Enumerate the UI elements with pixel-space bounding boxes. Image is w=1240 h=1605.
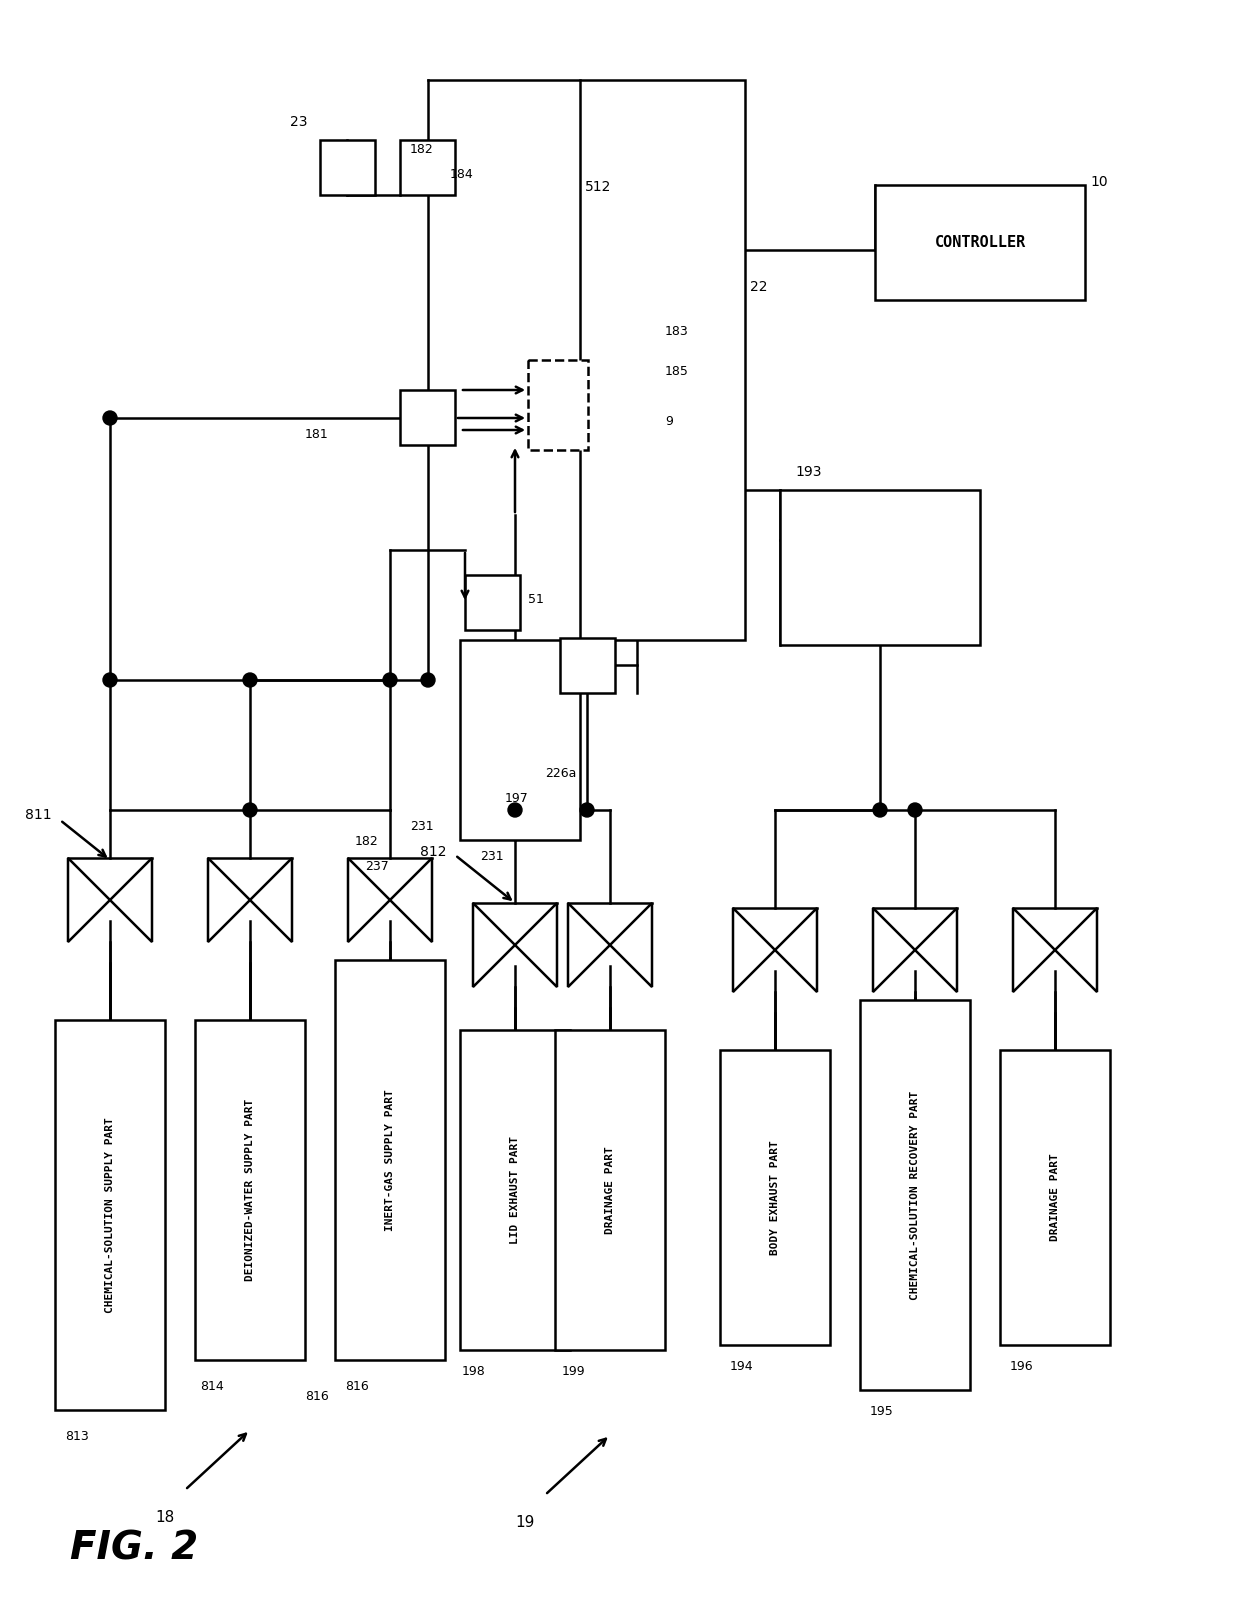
Text: CHEMICAL-SOLUTION SUPPLY PART: CHEMICAL-SOLUTION SUPPLY PART	[105, 1117, 115, 1313]
Text: 199: 199	[562, 1364, 585, 1379]
Text: 226a: 226a	[546, 767, 577, 780]
Text: 814: 814	[200, 1380, 223, 1393]
Bar	[528, 360, 588, 449]
Bar	[560, 639, 615, 693]
Text: 198: 198	[463, 1364, 486, 1379]
Text: 811: 811	[25, 807, 52, 822]
Text: 812: 812	[420, 844, 446, 859]
Circle shape	[383, 672, 397, 687]
Circle shape	[580, 802, 594, 817]
Text: LID EXHAUST PART: LID EXHAUST PART	[510, 1136, 520, 1244]
Text: 816: 816	[305, 1390, 329, 1403]
Circle shape	[243, 672, 257, 687]
Text: DRAINAGE PART: DRAINAGE PART	[605, 1146, 615, 1234]
Text: 9: 9	[665, 416, 673, 429]
Circle shape	[422, 672, 435, 687]
Text: DEIONIZED-WATER SUPPLY PART: DEIONIZED-WATER SUPPLY PART	[246, 1099, 255, 1281]
Text: BODY EXHAUST PART: BODY EXHAUST PART	[770, 1140, 780, 1255]
Text: DRAINAGE PART: DRAINAGE PART	[1050, 1154, 1060, 1241]
Bar	[999, 1050, 1110, 1345]
Bar	[401, 140, 455, 194]
Text: 23: 23	[290, 116, 308, 128]
Text: 512: 512	[585, 180, 611, 194]
Bar	[875, 185, 1085, 300]
Bar	[335, 960, 445, 1359]
Circle shape	[873, 802, 887, 817]
Circle shape	[103, 411, 117, 425]
Bar	[460, 640, 580, 839]
Text: 22: 22	[750, 279, 768, 294]
Text: 237: 237	[365, 860, 389, 873]
Bar	[556, 1030, 665, 1350]
Text: 194: 194	[730, 1359, 754, 1372]
Bar	[720, 1050, 830, 1345]
Text: 197: 197	[505, 791, 528, 806]
Text: FIG. 2: FIG. 2	[69, 1530, 198, 1568]
Circle shape	[508, 802, 522, 817]
Text: 184: 184	[450, 169, 474, 181]
Text: 19: 19	[515, 1515, 534, 1530]
Text: 10: 10	[1090, 175, 1107, 189]
Circle shape	[908, 802, 923, 817]
Bar	[780, 490, 980, 645]
Text: 18: 18	[155, 1510, 175, 1525]
Bar	[55, 1021, 165, 1411]
Bar	[401, 390, 455, 445]
Bar	[861, 1000, 970, 1390]
Text: 51: 51	[528, 592, 544, 607]
Bar	[580, 80, 745, 640]
Text: CHEMICAL-SOLUTION RECOVERY PART: CHEMICAL-SOLUTION RECOVERY PART	[910, 1090, 920, 1300]
Text: 185: 185	[665, 364, 689, 379]
Text: INERT-GAS SUPPLY PART: INERT-GAS SUPPLY PART	[384, 1090, 396, 1231]
Circle shape	[243, 802, 257, 817]
Text: 183: 183	[665, 324, 688, 339]
Text: 816: 816	[345, 1380, 368, 1393]
Text: 231: 231	[410, 820, 434, 833]
Bar	[320, 140, 374, 194]
Text: 813: 813	[64, 1430, 89, 1443]
Text: 231: 231	[480, 851, 503, 863]
Text: 181: 181	[305, 429, 329, 441]
Bar	[195, 1021, 305, 1359]
Bar	[465, 575, 520, 631]
Text: 193: 193	[795, 465, 821, 478]
Text: 182: 182	[410, 143, 434, 156]
Text: 196: 196	[1011, 1359, 1034, 1372]
Bar	[460, 1030, 570, 1350]
Text: 195: 195	[870, 1404, 894, 1417]
Circle shape	[103, 672, 117, 687]
Text: 182: 182	[355, 835, 378, 847]
Text: CONTROLLER: CONTROLLER	[935, 234, 1025, 250]
